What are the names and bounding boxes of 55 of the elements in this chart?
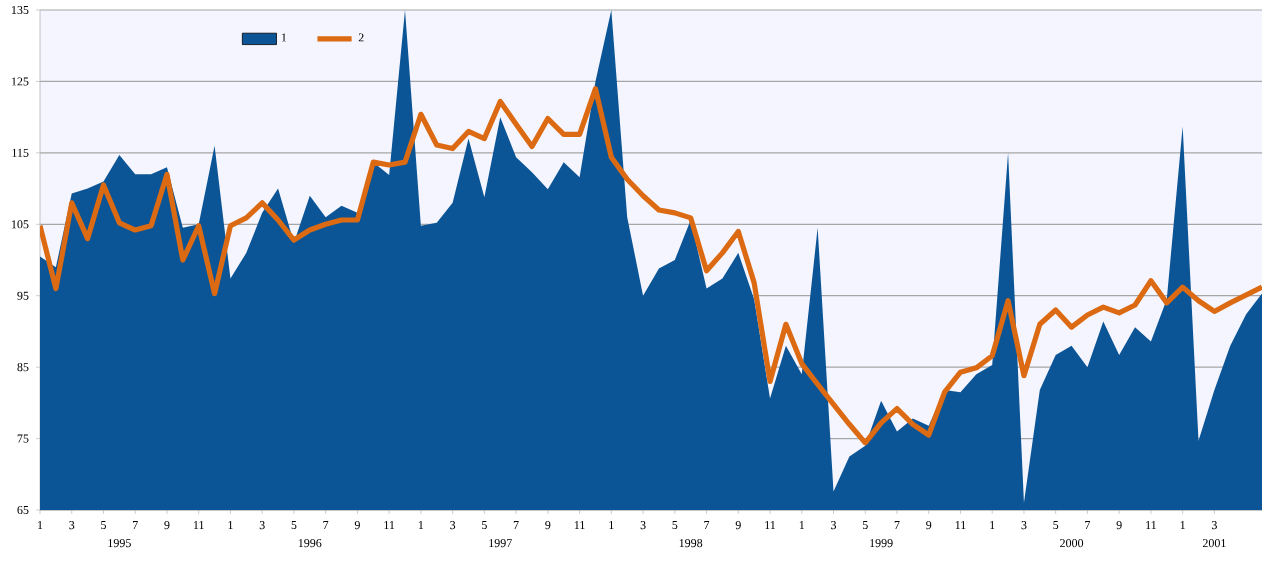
x-tick-label: 9 <box>545 521 551 530</box>
x-tick-label: 11 <box>765 521 776 529</box>
x2-tick-label: 2001 <box>1202 539 1226 548</box>
x-tick-label: 1 <box>1180 521 1185 529</box>
x2-tick-label: 1997 <box>489 539 512 548</box>
x-tick-label: 11 <box>574 521 585 529</box>
x-tick-label: 9 <box>926 521 932 530</box>
x-tick-label: 3 <box>69 521 75 530</box>
x-tick-label: 3 <box>831 521 837 530</box>
x-tick-label: 5 <box>672 521 678 530</box>
x-tick-label: 1 <box>228 521 233 529</box>
x2-tick-label: 1998 <box>679 539 703 548</box>
x-tick-label: 3 <box>1021 521 1027 530</box>
x2-tick-label: 1995 <box>108 539 131 548</box>
y-tick-label: 75 <box>17 434 29 443</box>
y-tick-label: 115 <box>12 148 29 157</box>
x-tick-label: 11 <box>193 521 204 529</box>
x-tick-label: 7 <box>1085 521 1091 529</box>
x-tick-label: 9 <box>164 521 170 530</box>
x-tick-label: 5 <box>101 521 107 530</box>
x-tick-label: 11 <box>955 521 966 529</box>
x2-tick-label: 1999 <box>870 539 893 548</box>
x-tick-label: 5 <box>862 521 868 530</box>
x-tick-label: 3 <box>450 521 456 530</box>
x-tick-label: 7 <box>894 521 900 529</box>
y-tick-label: 125 <box>12 77 29 86</box>
x-tick-label: 1 <box>418 521 424 529</box>
legend-label: 2 <box>358 33 364 42</box>
x-tick-label: 1 <box>990 521 995 529</box>
x-tick-label: 5 <box>482 521 487 530</box>
y-tick-label: 105 <box>12 220 29 229</box>
x-tick-label: 11 <box>384 521 395 529</box>
x-tick-label: 3 <box>259 521 265 530</box>
x-tick-label: 7 <box>704 521 710 529</box>
y-tick-label: 135 <box>12 5 29 15</box>
x-tick-label: 9 <box>735 521 741 530</box>
x-tick-label: 7 <box>323 521 329 529</box>
x-tick-label: 5 <box>1053 521 1059 530</box>
x-tick-label: 7 <box>133 521 138 529</box>
x-tick-label: 11 <box>1146 521 1156 529</box>
y-tick-label: 65 <box>17 505 29 515</box>
x-tick-label: 3 <box>1211 521 1217 530</box>
x-tick-label: 3 <box>640 521 646 530</box>
x-tick-label: 1 <box>609 521 614 529</box>
x-tick-label: 5 <box>291 521 297 530</box>
legend-label: 1 <box>281 33 287 42</box>
x-tick-label: 1 <box>799 521 805 529</box>
x-tick-label: 7 <box>513 521 519 529</box>
y-tick-label: 95 <box>17 291 29 300</box>
x2-tick-label: 1996 <box>298 539 322 548</box>
x-tick-label: 1 <box>38 521 43 529</box>
x-tick-label: 9 <box>354 521 360 530</box>
x-tick-label: 9 <box>1116 521 1122 530</box>
x2-tick-label: 2000 <box>1060 539 1084 548</box>
y-tick-label: 85 <box>17 363 29 372</box>
